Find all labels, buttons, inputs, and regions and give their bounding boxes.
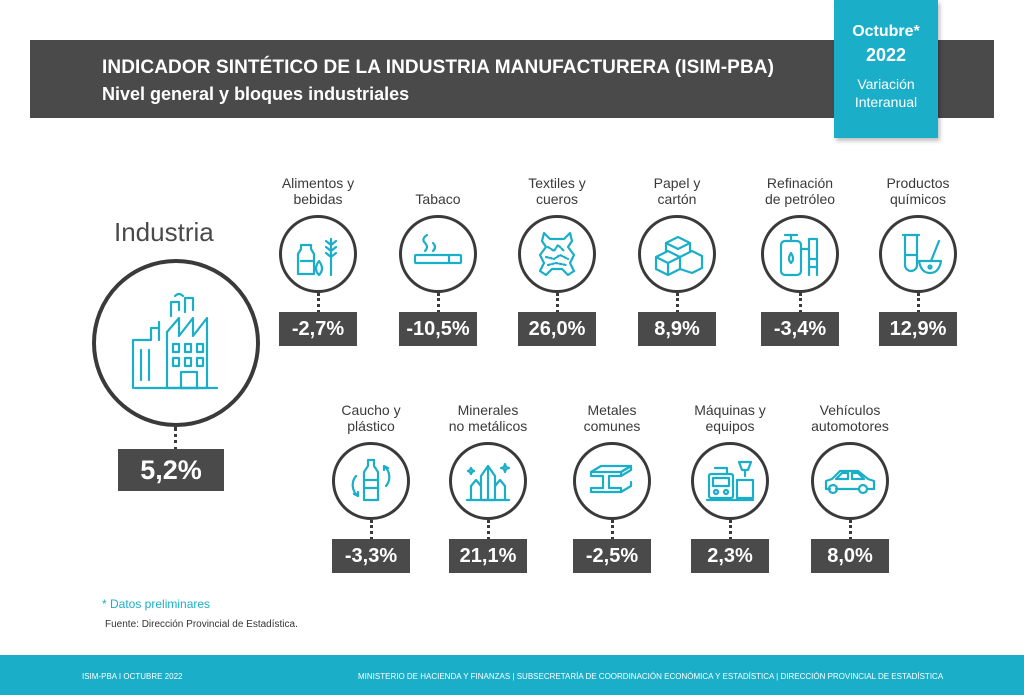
block-circle [811,442,889,520]
page-subtitle: Nivel general y bloques industriales [102,84,410,104]
block-name: Metales comunes [583,402,641,434]
block-connector [370,520,373,540]
industry-circle [92,259,260,427]
block-caucho: Caucho y plástico -3,3% [306,402,436,602]
block-vehiculos: Vehículos automotores 8,0% [785,402,915,602]
block-value: -10,5% [399,312,477,346]
block-circle [279,215,357,293]
block-connector [729,520,732,540]
industry-connector [174,427,177,451]
badge-line-1: Variación [857,76,915,92]
block-circle [399,215,477,293]
block-refinacion: Refinación de petróleo -3,4% [735,175,865,375]
preliminary-note: * Datos preliminares [102,597,211,611]
refinery-icon [779,233,819,277]
block-value: -3,4% [761,312,839,346]
badge-line-2: Interanual [854,94,918,110]
block-connector [917,293,920,313]
block-metales: Metales comunes -2,5% [547,402,677,602]
block-maquinas: Máquinas y equipos 2,3% [665,402,795,602]
boxes-icon [654,235,704,277]
leather-hide-icon [538,231,576,277]
machine-icon [705,460,755,502]
badge-month: Octubre* [852,23,920,40]
car-icon [824,469,876,495]
block-connector [611,520,614,540]
block-value: -3,3% [332,539,410,573]
block-name: Papel y cartón [653,175,701,207]
block-circle [879,215,957,293]
food-drinks-icon [296,237,338,277]
block-name: Alimentos y bebidas [281,175,355,207]
footer-left-text: ISIM-PBA I OCTUBRE 2022 [82,672,183,681]
header-band [30,40,994,118]
footer-bar [0,655,1024,695]
block-connector [317,293,320,313]
block-circle [518,215,596,293]
block-minerales: Minerales no metálicos 21,1% [423,402,553,602]
block-value: 12,9% [879,312,957,346]
cigarette-icon [413,233,463,265]
plastic-bottle-icon [351,458,391,502]
block-name: Minerales no metálicos [448,402,528,434]
block-value: 2,3% [691,539,769,573]
block-value: 8,0% [811,539,889,573]
industry-label: Industria [114,217,214,247]
chemicals-icon [901,233,943,275]
block-connector [676,293,679,313]
block-value: 26,0% [518,312,596,346]
block-connector [849,520,852,540]
block-value: 8,9% [638,312,716,346]
block-circle [761,215,839,293]
block-connector [556,293,559,313]
block-quimicos: Productos químicos 12,9% [853,175,983,375]
badge-year: 2022 [865,45,907,65]
block-tabaco: Tabaco -10,5% [373,175,503,375]
block-connector [799,293,802,313]
footer-right-text: MINISTERIO DE HACIENDA Y FINANZAS | SUBS… [358,672,944,681]
block-circle [573,442,651,520]
block-circle [332,442,410,520]
page-title: INDICADOR SINTÉTICO DE LA INDUSTRIA MANU… [102,57,775,78]
source-note: Fuente: Dirección Provincial de Estadíst… [105,619,298,630]
block-value: -2,5% [573,539,651,573]
block-alimentos: Alimentos y bebidas -2,7% [253,175,383,375]
steel-beam-icon [589,464,633,494]
block-value: 21,1% [449,539,527,573]
block-connector [437,293,440,313]
block-name: Tabaco [415,191,461,207]
block-name: Vehículos automotores [811,402,889,434]
crystals-icon [465,462,511,502]
period-badge: Octubre* 2022 Variación Interanual [834,0,938,138]
block-circle [449,442,527,520]
block-name: Caucho y plástico [341,402,401,434]
block-papel: Papel y cartón 8,9% [612,175,742,375]
block-textiles: Textiles y cueros 26,0% [492,175,622,375]
block-circle [638,215,716,293]
industry-value: 5,2% [118,449,224,491]
block-circle [691,442,769,520]
block-name: Refinación de petróleo [764,175,836,207]
block-name: Máquinas y equipos [694,402,766,434]
factory-icon [131,292,219,390]
block-connector [487,520,490,540]
block-value: -2,7% [279,312,357,346]
block-name: Textiles y cueros [528,175,586,207]
block-name: Productos químicos [886,175,950,207]
